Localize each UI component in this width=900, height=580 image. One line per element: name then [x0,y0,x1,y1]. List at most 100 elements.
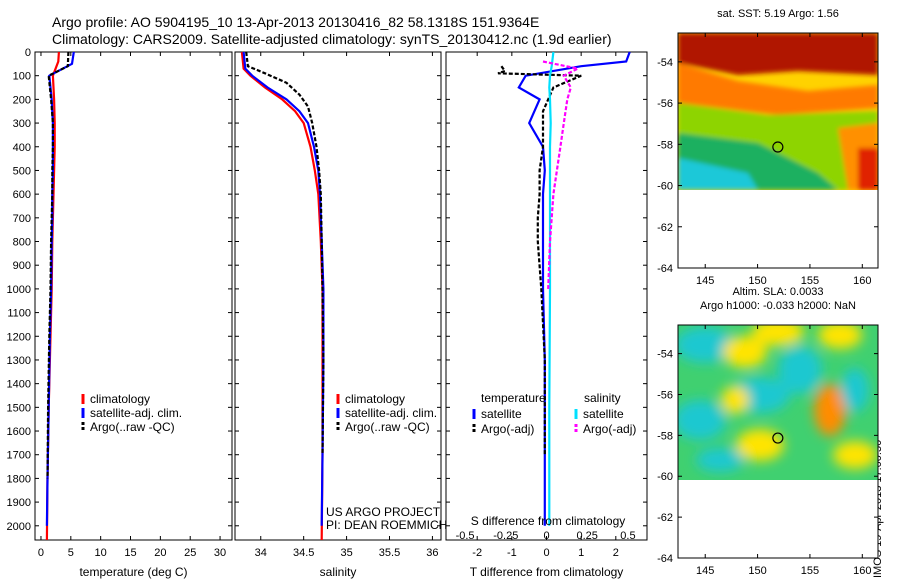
profile-panel-frame [234,51,442,541]
y-tick-label: 1300 [7,355,31,367]
x-tick-label: 34.5 [293,547,314,559]
legend-label: Argo(..raw -QC) [345,420,430,434]
x-tick-label: -1 [507,547,517,559]
sla-anomaly-blob [696,448,744,472]
x-tick-label: 20 [154,547,166,559]
map-x-tick-label: 160 [853,275,871,287]
sla-anomaly-blob [678,327,735,363]
x-tick-label: 1 [578,547,584,559]
map-title: sat. SST: 5.19 Argo: 1.56 [717,8,839,20]
map-subtitle: Argo h1000: -0.033 h2000: NaN [700,300,856,312]
legend-label: satellite-adj. clim. [90,406,182,420]
sst-east-hot [858,148,878,190]
map-y-tick-label: -56 [657,389,673,401]
map-x-tick-label: 150 [748,565,766,577]
y-tick-label: 600 [13,189,31,201]
map-y-tick-label: -64 [657,263,673,275]
series-line [46,51,70,479]
map-y-tick-label: -54 [657,57,673,69]
series-line [517,51,631,526]
sla-anomaly-blob [721,386,749,414]
series-line [542,60,581,289]
y-tick-label: 300 [13,118,31,130]
secondary-x-tick-label: -0.5 [456,530,475,542]
map-title: Altim. SLA: 0.0033 [732,286,823,298]
y-tick-label: 1600 [7,426,31,438]
legend-label: satellite [481,407,522,421]
x-tick-label: 25 [184,547,196,559]
y-tick-label: 1400 [7,379,31,391]
x-axis-label: T difference from climatology [470,565,624,579]
map-field [678,325,878,480]
secondary-x-tick-label: 0.5 [620,530,635,542]
sla-anomaly-blob [678,400,726,440]
x-tick-label: 34 [255,547,267,559]
secondary-x-axis-label: S difference from climatology [471,514,626,528]
y-tick-label: 1000 [7,284,31,296]
map-x-tick-label: 160 [853,565,871,577]
y-tick-label: 100 [13,71,31,83]
x-tick-label: 35 [340,547,352,559]
legend-label: Argo(-adj) [481,422,534,436]
map-y-tick-label: -60 [657,181,673,193]
y-tick-label: 1800 [7,473,31,485]
map-x-tick-label: 145 [696,275,714,287]
legend-label: Argo(..raw -QC) [90,420,175,434]
map-frame [677,324,879,559]
map-x-tick-label: 155 [801,565,819,577]
sla-anomaly-blob [814,384,846,436]
map-y-tick-label: -58 [657,139,673,151]
map-y-tick-label: -62 [657,222,673,234]
y-tick-label: 500 [13,165,31,177]
project-annotation: PI: DEAN ROEMMICH [326,518,447,532]
x-tick-label: 0 [543,547,549,559]
map-x-tick-label: 155 [801,275,819,287]
sla-anomaly-blob [818,325,862,349]
y-tick-label: 200 [13,94,31,106]
series-line [245,51,325,455]
y-tick-label: 400 [13,142,31,154]
legend-label: satellite [583,407,624,421]
x-axis-label: temperature (deg C) [79,565,187,579]
x-tick-label: 5 [68,547,74,559]
x-tick-label: 30 [214,547,226,559]
x-tick-label: -2 [472,547,482,559]
y-tick-label: 900 [13,260,31,272]
map-y-tick-label: -62 [657,512,673,524]
y-tick-label: 1200 [7,331,31,343]
legend-title: salinity [584,391,621,405]
argo-float-marker [772,432,784,444]
legend-label: climatology [345,392,405,406]
y-tick-label: 800 [13,237,31,249]
y-tick-label: 0 [25,47,31,59]
y-tick-label: 2000 [7,521,31,533]
sla-anomaly-blob [752,325,804,346]
sst-blobs [678,33,878,190]
map-nodata-area [678,480,878,558]
sla-anomaly-blob [736,429,784,461]
profile-panel-frame [34,51,233,541]
sla-anomaly-blob [841,368,869,412]
map-y-tick-label: -56 [657,98,673,110]
map-field [678,33,878,190]
x-tick-label: 35.5 [379,547,400,559]
secondary-x-tick-label: -0.25 [493,530,518,542]
secondary-x-tick-label: 0.25 [577,530,598,542]
secondary-x-tick-label: 0 [543,530,549,542]
sla-anomaly-blob [833,441,877,469]
x-tick-label: 36 [426,547,438,559]
argo-float-marker [772,141,784,153]
map-nodata-area [678,190,878,268]
x-tick-label: 10 [95,547,107,559]
map-y-tick-label: -54 [657,349,673,361]
map-y-tick-label: -58 [657,430,673,442]
title-line-2: Climatology: CARS2009. Satellite-adjuste… [52,31,612,47]
legend-title: temperature [481,391,546,405]
map-frame [677,32,879,269]
series-line [548,51,555,526]
sla-anomaly-blob [778,346,822,394]
legend-label: Argo(-adj) [583,422,636,436]
map-y-tick-label: -60 [657,471,673,483]
sla-blobs [678,325,877,472]
